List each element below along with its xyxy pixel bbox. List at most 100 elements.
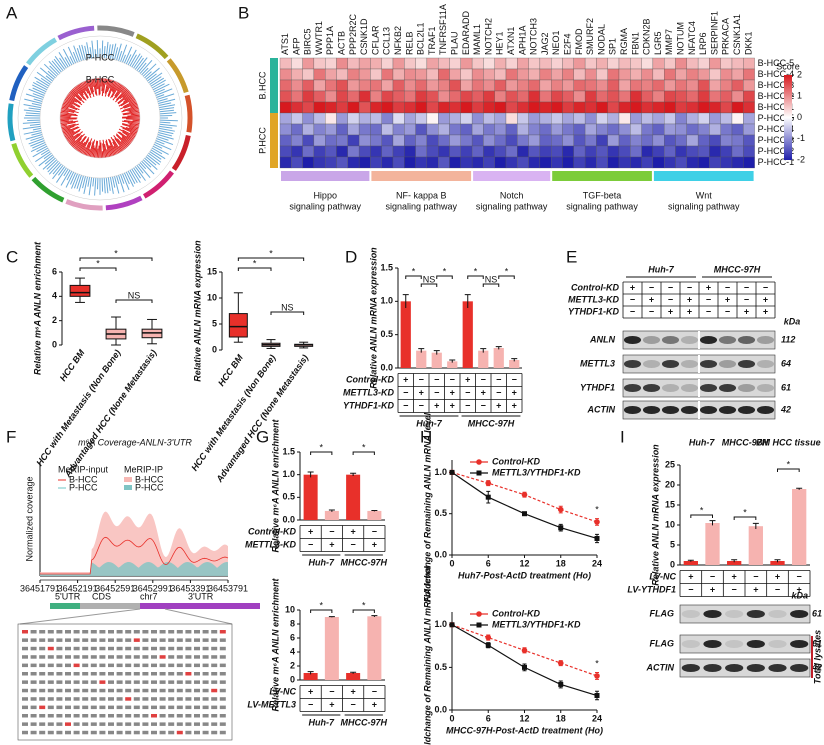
heat-cell	[551, 68, 563, 81]
sequence-glyph	[151, 630, 157, 634]
legend-label: P-HCC	[135, 482, 164, 492]
heat-cell	[291, 134, 303, 147]
coverage-spike	[145, 156, 157, 166]
sequence-glyph	[22, 730, 28, 735]
condition-sign: +	[372, 699, 377, 709]
coverage-spike	[107, 79, 112, 93]
heat-cell	[720, 134, 733, 147]
heat-cell	[302, 68, 315, 81]
heat-cell	[505, 68, 518, 81]
sequence-glyph	[125, 697, 132, 701]
condition-sign: +	[403, 374, 408, 384]
heat-cell	[584, 68, 597, 81]
coverage-spike	[76, 174, 82, 189]
sequence-glyph	[142, 646, 149, 651]
coverage-spike	[60, 114, 72, 117]
heat-cell	[381, 145, 394, 158]
heat-cell	[291, 156, 303, 169]
coverage-spike	[62, 128, 71, 133]
sequence-glyph	[125, 722, 132, 726]
heat-cell	[483, 123, 495, 136]
gene-label: NOTUM	[676, 22, 686, 55]
sequence-glyph	[22, 688, 28, 693]
heat-cell	[607, 145, 620, 158]
heat-cell	[686, 68, 699, 81]
coverage-line	[40, 536, 229, 575]
band	[790, 610, 809, 618]
coverage-spike	[30, 140, 45, 147]
sequence-glyph	[151, 646, 157, 651]
coverage-spike	[91, 78, 94, 87]
heat-cell	[652, 145, 665, 158]
gene-label: ATXN1	[506, 27, 516, 55]
heat-cell	[675, 101, 687, 114]
sequence-glyph	[82, 705, 89, 710]
coverage-spike	[67, 133, 79, 142]
coverage-spike	[28, 88, 45, 96]
pathway-label: TGF-beta	[583, 190, 622, 200]
heat-cell	[641, 123, 654, 136]
heat-cell	[370, 68, 382, 81]
heat-cell	[336, 112, 348, 125]
sequence-glyph	[211, 688, 218, 693]
sequence-glyph	[116, 714, 123, 718]
gene-label: NFKB2	[393, 26, 403, 55]
bar	[792, 489, 807, 565]
significance-bracket	[310, 451, 333, 455]
coverage-spike	[157, 98, 168, 102]
sequence-glyph	[56, 705, 63, 710]
y-axis-label: Foldchange of Remaining ANLN mRNA level	[422, 566, 432, 745]
coverage-spike	[85, 80, 90, 87]
heat-cell	[528, 90, 541, 103]
significance-label: *	[474, 266, 478, 276]
heat-cell	[596, 134, 608, 147]
sequence-glyph	[194, 730, 200, 735]
sequence-glyph	[202, 680, 209, 684]
condition-sign: +	[329, 539, 334, 549]
coverage-spike	[67, 46, 77, 64]
sequence-glyph	[168, 672, 175, 676]
band	[737, 360, 756, 368]
condition-label: Control-KD	[571, 282, 619, 292]
coverage-spike	[112, 138, 122, 153]
condition-label: LV-NC	[269, 686, 296, 696]
band	[680, 406, 699, 414]
coverage-spike	[67, 94, 83, 106]
coverage-spike	[87, 148, 91, 157]
bar	[400, 301, 411, 368]
heat-cell	[325, 112, 337, 125]
heat-cell	[720, 112, 733, 125]
y-tick-label: 0.5	[282, 492, 295, 502]
heat-cell	[279, 112, 292, 125]
heat-cell	[336, 123, 348, 136]
pathway-bar	[473, 171, 551, 181]
sequence-glyph	[219, 722, 226, 726]
sequence-glyph	[22, 663, 28, 668]
sequence-glyph	[82, 688, 89, 693]
heat-cell	[573, 90, 586, 103]
heat-cell	[551, 112, 563, 125]
heat-cell	[664, 145, 676, 158]
sequence-glyph	[194, 688, 200, 693]
coverage-spike	[159, 127, 175, 132]
sequence-glyph	[22, 722, 28, 726]
significance-bracket	[777, 468, 800, 472]
sequence-glyph	[194, 646, 200, 651]
sequence-glyph	[211, 722, 218, 726]
coverage-spike	[69, 91, 76, 98]
y-tick-label: 0.5	[434, 508, 447, 518]
sequence-glyph	[82, 646, 89, 651]
sequence-glyph	[168, 714, 175, 718]
sequence-glyph	[185, 730, 192, 735]
coverage-spike	[115, 86, 126, 99]
heat-cell	[517, 90, 529, 103]
heat-cell	[596, 68, 608, 81]
tick-label: 2	[797, 69, 802, 79]
coverage-spike	[128, 98, 136, 104]
marker	[485, 494, 491, 500]
sequence-glyph	[30, 714, 37, 718]
heat-cell	[731, 134, 744, 147]
coverage-spike	[123, 172, 130, 185]
heat-cell	[539, 156, 552, 169]
y-tick-label: 1.0	[282, 469, 295, 479]
